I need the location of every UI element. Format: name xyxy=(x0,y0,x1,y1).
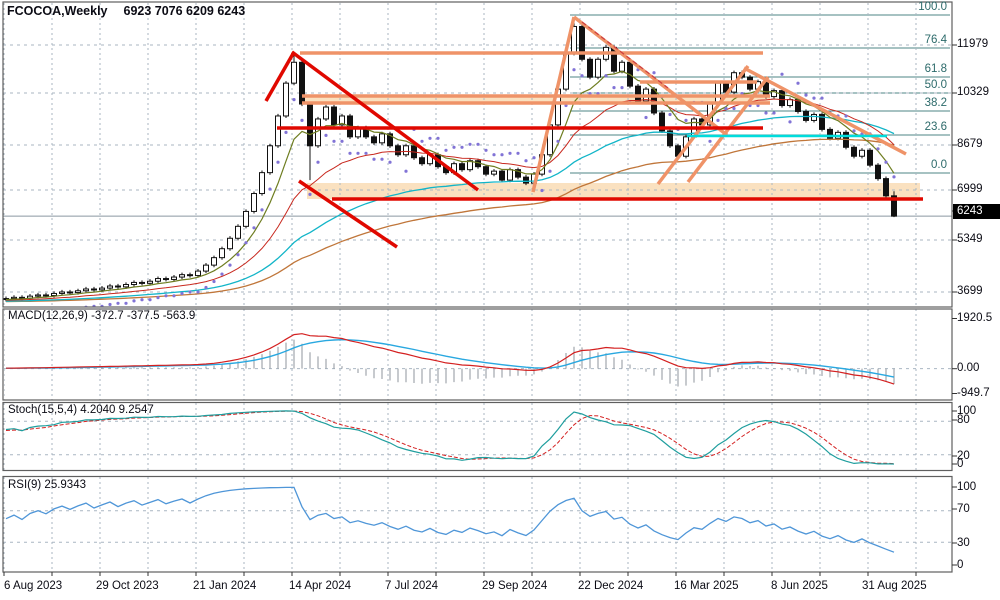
date-axis-label: 14 Apr 2024 xyxy=(289,580,352,592)
date-axis-label: 29 Sep 2024 xyxy=(482,580,548,592)
macd-axis-label: 0.00 xyxy=(957,361,980,374)
fib-level-label: 61.8 xyxy=(924,63,947,75)
fib-level-label: 38.2 xyxy=(924,97,947,109)
rsi-axis-label: 0 xyxy=(957,559,964,571)
date-axis-label: 21 Jan 2024 xyxy=(193,580,257,592)
chart-title: FCOCOA,Weekly 6923 7076 6209 6243 xyxy=(7,4,246,19)
rsi-axis-label: 100 xyxy=(957,481,977,493)
date-axis-label: 7 Jul 2024 xyxy=(385,580,439,592)
rsi-indicator-label: RSI(9) 25.9343 xyxy=(8,479,86,491)
rsi-axis-label: 30 xyxy=(957,537,970,549)
date-axis-label: 31 Aug 2025 xyxy=(862,580,927,592)
stoch-axis-label: 80 xyxy=(957,414,970,426)
macd-axis-label: 1920.5 xyxy=(957,311,993,324)
stoch-indicator-label: Stoch(15,5,4) 4.2040 9.2547 xyxy=(8,404,154,416)
stoch-axis-label: 100 xyxy=(957,405,977,417)
current-price-tag: 6243 xyxy=(953,204,1000,219)
macd-axis-label: -949.7 xyxy=(957,386,990,399)
price-axis-label: 11979 xyxy=(957,38,989,50)
date-axis-label: 6 Aug 2023 xyxy=(4,580,63,592)
price-axis-label: 10329 xyxy=(957,86,989,98)
fib-level-label: 50.0 xyxy=(924,79,947,91)
fib-level-label: 0.0 xyxy=(931,159,947,171)
price-axis-label: 6999 xyxy=(957,183,983,195)
ohlc-values: 6923 7076 6209 6243 xyxy=(123,4,246,18)
date-axis-label: 16 Mar 2025 xyxy=(674,580,739,592)
fib-level-label: 100.0 xyxy=(918,1,947,13)
fib-level-label: 23.6 xyxy=(924,121,947,133)
date-axis-label: 29 Oct 2023 xyxy=(96,580,159,592)
price-axis-label: 5349 xyxy=(957,233,983,245)
date-axis-label: 8 Jun 2025 xyxy=(771,580,828,592)
macd-indicator-label: MACD(12,26,9) -372.7 -377.5 -563.9 xyxy=(8,310,196,322)
stoch-axis-label: 0 xyxy=(957,458,964,470)
symbol-period-label: FCOCOA,Weekly xyxy=(7,4,108,18)
rsi-axis-label: 70 xyxy=(957,503,970,515)
date-axis-label: 22 Dec 2024 xyxy=(578,580,644,592)
stoch-axis-label: 20 xyxy=(957,450,970,462)
price-axis-label: 3699 xyxy=(957,285,983,297)
price-axis-label: 8679 xyxy=(957,138,983,150)
fib-level-label: 76.4 xyxy=(924,34,947,46)
